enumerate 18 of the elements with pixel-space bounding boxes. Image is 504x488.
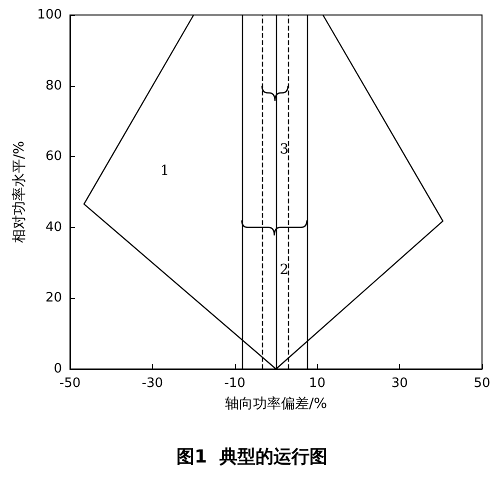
y-tick-label: 20 (45, 290, 62, 306)
x-tick-label: -50 (59, 376, 81, 391)
annotation: 1 (160, 162, 170, 179)
annotation: 2 (280, 262, 289, 278)
y-tick-label: 100 (37, 8, 62, 22)
x-tick-label: -30 (142, 376, 164, 391)
y-tick-label: 60 (45, 149, 62, 164)
x-tick-label: 10 (308, 376, 326, 391)
x-axis-title: 轴向功率偏差/% (224, 396, 328, 412)
x-tick-label: -10 (224, 376, 246, 391)
x-tick-label: 50 (474, 376, 490, 391)
x-tick-label: 30 (391, 376, 408, 391)
y-axis-title: 相对功率水平/% (11, 140, 28, 244)
annotation: 3 (280, 142, 289, 158)
y-tick-label: 80 (45, 78, 62, 94)
y-tick-label: 40 (45, 220, 62, 235)
y-tick-label: 0 (54, 362, 62, 376)
text: 图1 典型的运行图 (176, 446, 328, 468)
